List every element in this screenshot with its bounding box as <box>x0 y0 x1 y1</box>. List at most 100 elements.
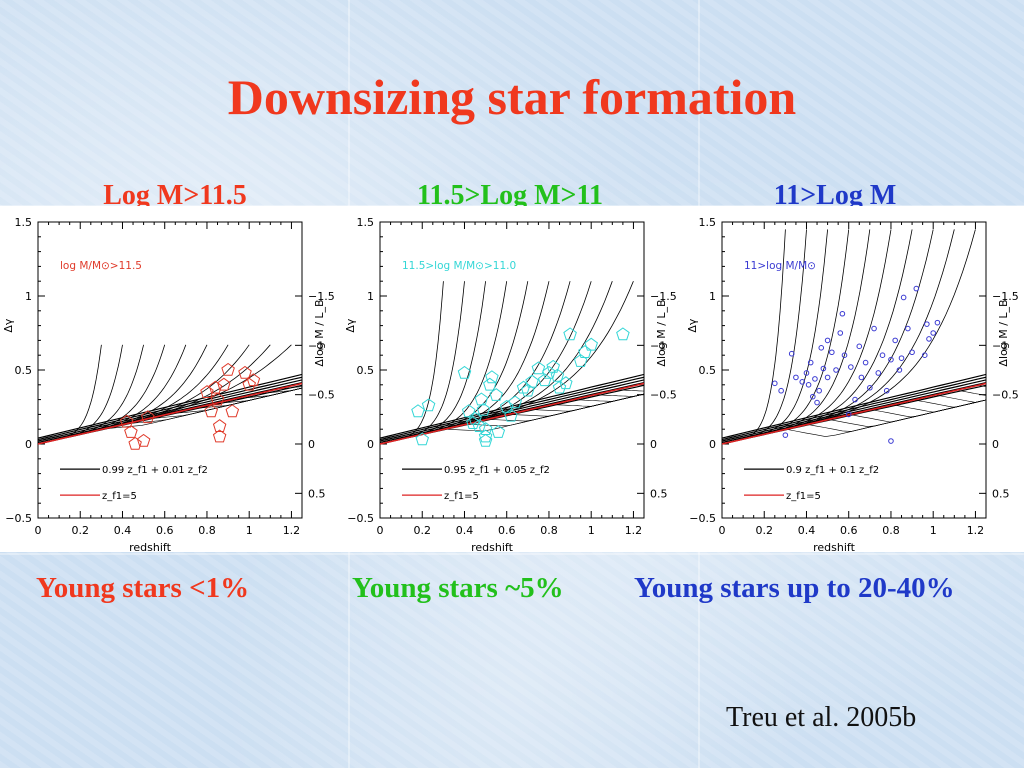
y2-tick-label: 0.5 <box>308 487 326 500</box>
data-point <box>468 411 482 425</box>
data-point <box>858 374 865 381</box>
data-point <box>824 374 831 381</box>
caption-high-mass: Young stars <1% <box>36 572 250 604</box>
data-point <box>898 355 905 361</box>
data-point <box>136 433 151 447</box>
model-line <box>722 379 986 442</box>
x-tick-label: 1.2 <box>625 524 643 537</box>
data-point <box>892 337 898 344</box>
x-tick-label: 0 <box>719 524 726 537</box>
x-tick-label: 0.4 <box>114 524 132 537</box>
data-point <box>816 387 822 394</box>
model-line <box>722 382 986 444</box>
data-point <box>799 379 806 385</box>
data-point <box>909 349 915 356</box>
data-point <box>225 404 240 418</box>
model-curves <box>722 229 986 445</box>
data-point <box>128 436 142 450</box>
data-point <box>457 365 472 379</box>
data-point <box>474 392 489 406</box>
zf1-5-line <box>38 382 302 445</box>
x-tick-label: 0.8 <box>198 524 216 537</box>
data-point <box>807 359 814 366</box>
data-point <box>803 370 810 376</box>
data-point <box>521 383 535 397</box>
model-line <box>38 376 302 441</box>
y2-tick-label: 0 <box>992 438 999 451</box>
slide-title: Downsizing star formation <box>227 69 797 125</box>
data-point <box>573 353 588 367</box>
data-point <box>814 399 820 406</box>
y-tick-label: 0 <box>709 438 716 451</box>
data-point <box>415 432 429 446</box>
model-line <box>38 373 302 439</box>
y2-tick-label: 0 <box>650 438 657 451</box>
data-point <box>883 387 890 394</box>
data-point <box>875 370 882 376</box>
x-tick-label: 1 <box>246 524 253 537</box>
panel-annotation: log M/M⊙>11.5 <box>60 260 142 272</box>
data-point <box>924 321 930 327</box>
y2-tick-label: −1.5 <box>308 290 335 303</box>
model-line <box>38 382 302 444</box>
background-divider <box>0 553 1024 555</box>
data-point <box>852 396 858 403</box>
panel-subtitle-low-mass: 11>Log M <box>773 180 897 211</box>
data-point <box>896 367 903 373</box>
x-tick-label: 0.2 <box>413 524 431 537</box>
x-tick-label: 0.6 <box>840 524 858 537</box>
data-point <box>421 398 436 412</box>
data-point <box>210 392 225 406</box>
data-point <box>489 388 503 401</box>
data-point <box>485 370 499 384</box>
data-point <box>559 376 573 390</box>
x-tick-label: 0.4 <box>798 524 816 537</box>
y-tick-label: 1 <box>25 290 32 303</box>
y-tick-label: 1.5 <box>15 216 33 229</box>
y2-tick-label: 0.5 <box>992 487 1010 500</box>
y-tick-label: 0 <box>25 438 32 451</box>
panel-subtitle-high-mass: Log M>11.5 <box>103 180 247 211</box>
data-point <box>525 374 539 388</box>
y2-tick-label: −1 <box>308 339 324 352</box>
data-point <box>871 325 877 332</box>
x-tick-label: 1 <box>930 524 937 537</box>
panel-annotation: 11>log M/M⊙ <box>744 260 816 272</box>
y2-tick-label: −1 <box>992 339 1008 352</box>
data-point <box>805 382 812 388</box>
y2-tick-label: 0 <box>308 438 315 451</box>
legend-label: 0.99 z_f1 + 0.01 z_f2 <box>102 465 208 476</box>
y-tick-label: 1 <box>709 290 716 303</box>
y-tick-label: 1.5 <box>699 216 717 229</box>
y2-tick-label: −0.5 <box>308 389 335 402</box>
burst-track <box>954 389 986 396</box>
data-point <box>538 373 552 387</box>
data-point <box>930 330 936 336</box>
y-tick-label: 0.5 <box>357 364 375 377</box>
x-tick-label: 0.8 <box>540 524 558 537</box>
caption-low-mass: Young stars up to 20-40% <box>634 572 955 604</box>
burst-track <box>912 399 986 408</box>
data-point <box>491 425 506 438</box>
data-point <box>124 425 138 438</box>
data-point <box>212 429 227 443</box>
data-point <box>550 368 565 382</box>
chart-panel-mid-mass: 0 0.2 0.4 0.6 0.8 1 1.2redshift−0.500.511.5Δγ0… <box>344 216 677 552</box>
chart-panel-low-mass: 0 0.2 0.4 0.6 0.8 1 1.2redshift−0.500.511.5Δγ0… <box>686 216 1019 552</box>
data-point <box>926 336 932 342</box>
data-point <box>478 429 493 443</box>
data-point <box>888 438 894 444</box>
data-point <box>578 345 592 358</box>
y-axis-label: Δγ <box>344 318 357 333</box>
data-point <box>246 373 261 387</box>
data-point <box>913 285 920 292</box>
y-tick-label: 1.5 <box>357 216 375 229</box>
x-tick-label: 0.6 <box>498 524 515 537</box>
y-tick-label: 0 <box>367 438 374 451</box>
data-point <box>411 404 425 418</box>
burst-track <box>933 394 986 403</box>
data-point <box>242 377 256 391</box>
data-point <box>208 380 223 394</box>
data-point <box>478 433 493 447</box>
data-point <box>824 337 831 344</box>
